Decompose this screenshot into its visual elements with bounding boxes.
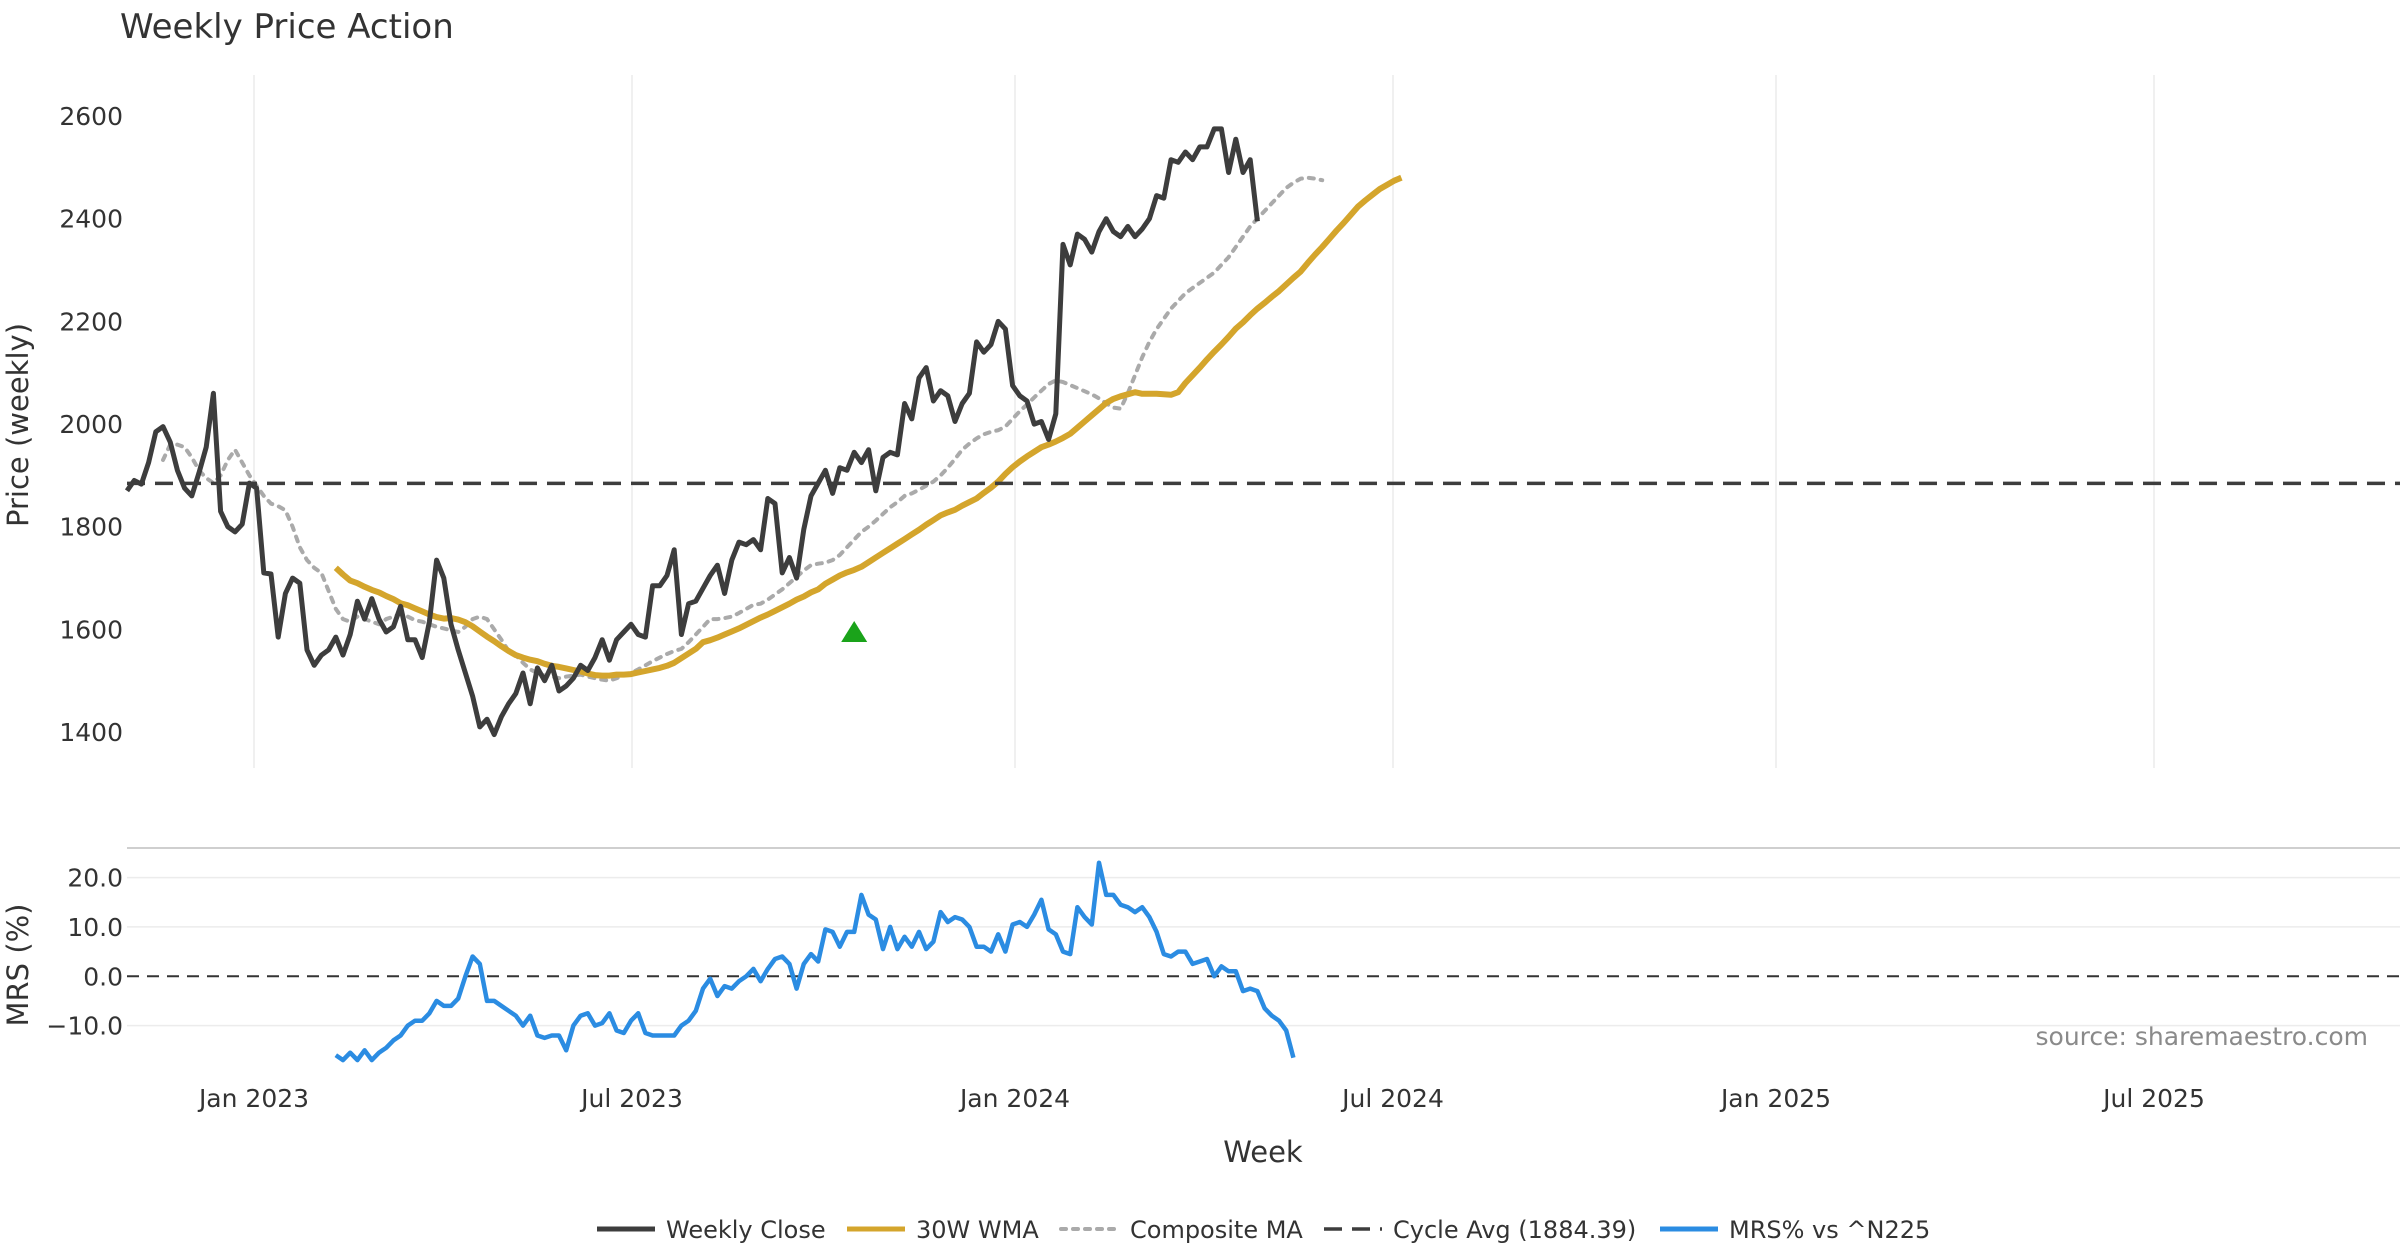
- weekly-close-line: [124, 126, 1260, 738]
- price-y-tick-label: 1800: [59, 513, 123, 542]
- x-tick-label: Jan 2023: [197, 1084, 309, 1113]
- price-y-tick-label: 1600: [59, 615, 123, 644]
- mrs-line: [334, 860, 1296, 1063]
- legend-label: 30W WMA: [916, 1216, 1039, 1244]
- price-gridlines: [253, 75, 2155, 768]
- x-axis-ticks: Jan 2023 Jul 2023 Jan 2024 Jul 2024 Jan 2025…: [197, 1084, 2205, 1113]
- price-y-axis-label: Price (weekly): [1, 323, 35, 527]
- x-tick-label: Jul 2023: [579, 1084, 683, 1113]
- legend: Weekly Close 30W WMA Composite MA Cycle Avg…: [597, 1216, 1930, 1244]
- legend-label: MRS% vs ^N225: [1729, 1216, 1930, 1244]
- mrs-y-ticks: −10.0 0.0 10.0 20.0: [46, 864, 123, 1041]
- legend-label: Weekly Close: [666, 1216, 826, 1244]
- price-series-group: [124, 126, 2400, 738]
- price-y-tick-label: 2600: [59, 102, 123, 131]
- mrs-y-tick-label: 20.0: [67, 864, 123, 893]
- mrs-y-axis-label: MRS (%): [1, 904, 35, 1027]
- x-tick-label: Jul 2025: [2101, 1084, 2205, 1113]
- source-credit: source: sharemaestro.com: [2036, 1022, 2369, 1051]
- price-y-tick-label: 1400: [59, 718, 123, 747]
- price-y-ticks: 1400 1600 1800 2000 2200 2400 2600: [59, 102, 123, 747]
- buy-signal-marker: [841, 620, 868, 642]
- price-y-tick-label: 2400: [59, 205, 123, 234]
- price-y-tick-label: 2000: [59, 410, 123, 439]
- price-y-tick-label: 2200: [59, 307, 123, 336]
- mrs-y-tick-label: −10.0: [46, 1012, 123, 1041]
- wma-30w-line: [333, 174, 1403, 679]
- mrs-gridlines: [127, 847, 2400, 1027]
- x-tick-label: Jan 2025: [1719, 1084, 1831, 1113]
- x-tick-label: Jul 2024: [1340, 1084, 1444, 1113]
- legend-label: Composite MA: [1130, 1216, 1303, 1244]
- x-tick-label: Jan 2024: [958, 1084, 1070, 1113]
- mrs-series-group: [127, 860, 2400, 1063]
- chart-title: Weekly Price Action: [120, 7, 454, 47]
- mrs-y-tick-label: 0.0: [83, 962, 123, 991]
- legend-label: Cycle Avg (1884.39): [1393, 1216, 1636, 1244]
- x-axis-label: Week: [1223, 1135, 1303, 1169]
- mrs-y-tick-label: 10.0: [67, 913, 123, 942]
